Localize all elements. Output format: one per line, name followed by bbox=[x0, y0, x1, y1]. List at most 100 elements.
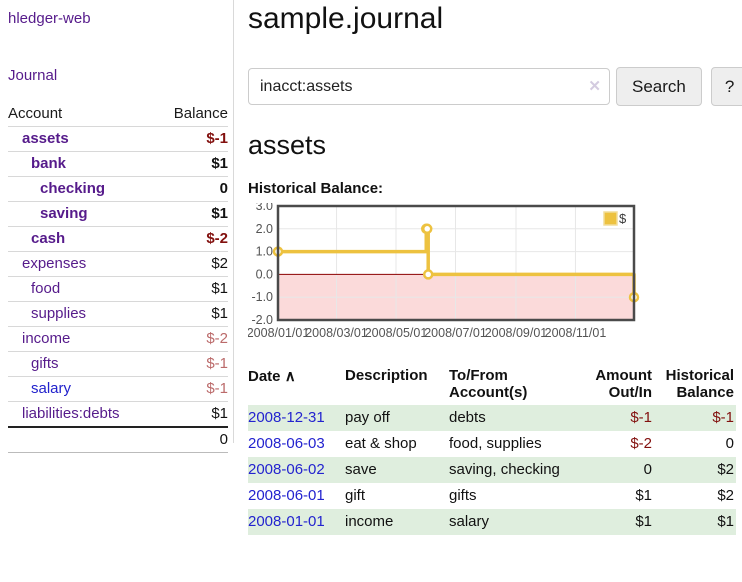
account-link[interactable]: expenses bbox=[22, 255, 87, 272]
account-balance: $1 bbox=[156, 301, 228, 327]
account-balance: $-2 bbox=[156, 226, 228, 252]
transaction-date: 2008-06-03 bbox=[248, 431, 345, 457]
account-link[interactable]: gifts bbox=[31, 355, 59, 372]
transaction-accounts: food, supplies bbox=[449, 435, 542, 452]
account-link[interactable]: salary bbox=[31, 380, 72, 397]
accounts-total-value: 0 bbox=[156, 426, 228, 453]
sidebar: hledger-web Journal Account Balance asse… bbox=[0, 0, 234, 453]
transaction-description: save bbox=[345, 457, 449, 483]
transaction-date-link[interactable]: 2008-06-02 bbox=[248, 461, 325, 478]
account-link[interactable]: bank bbox=[31, 155, 67, 172]
account-balance: $2 bbox=[156, 251, 228, 277]
account-row: supplies $1 bbox=[8, 301, 228, 327]
account-balance: $1 bbox=[156, 276, 228, 302]
transaction-row[interactable]: 2008-01-01 income salary $1 $1 bbox=[248, 509, 736, 535]
account-row: income $-2 bbox=[8, 326, 228, 352]
account-balance: $1 bbox=[156, 151, 228, 177]
svg-text:2008/05/01: 2008/05/01 bbox=[365, 326, 428, 340]
transaction-row[interactable]: 2008-06-03 eat & shop food, supplies $-2 0 bbox=[248, 431, 736, 457]
transaction-accounts: saving, checking bbox=[449, 457, 576, 483]
transaction-amount: $-2 bbox=[630, 435, 652, 452]
account-link[interactable]: food bbox=[31, 280, 61, 297]
transaction-balance: $2 bbox=[654, 457, 736, 483]
transaction-accounts: debts bbox=[449, 405, 576, 431]
svg-text:1.0: 1.0 bbox=[256, 245, 273, 259]
account-link[interactable]: assets bbox=[22, 130, 69, 147]
search-button[interactable]: Search bbox=[616, 67, 702, 106]
transaction-balance: 0 bbox=[725, 435, 734, 452]
account-balance: $1 bbox=[156, 401, 228, 428]
account-link[interactable]: supplies bbox=[31, 305, 87, 322]
search-form: ✕ Search ? bbox=[248, 67, 742, 106]
register-table: Date ∧ Description To/From Account(s) Am… bbox=[248, 365, 736, 535]
sidebar-item-journal[interactable]: Journal bbox=[8, 67, 58, 84]
transaction-date: 2008-06-02 bbox=[248, 457, 345, 483]
account-balance: $-1 bbox=[156, 376, 228, 402]
transaction-row[interactable]: 2008-12-31 pay off debts $-1 $-1 bbox=[248, 405, 736, 431]
sidebar-divider bbox=[233, 0, 234, 443]
account-balance: $1 bbox=[156, 201, 228, 227]
account-link[interactable]: liabilities:debts bbox=[22, 405, 120, 422]
svg-text:-2.0: -2.0 bbox=[251, 313, 273, 327]
account-heading: assets bbox=[248, 130, 327, 160]
register-header-accounts: To/From Account(s) bbox=[449, 367, 528, 401]
transaction-date: 2008-01-01 bbox=[248, 509, 345, 535]
account-balance: 0 bbox=[156, 176, 228, 202]
account-row: salary $-1 bbox=[8, 376, 228, 402]
account-balance: $-1 bbox=[156, 126, 228, 152]
clear-search-icon[interactable]: ✕ bbox=[588, 78, 601, 95]
historical-balance-chart[interactable]: $3.0 2.0 1.0 0.0 -1.0 -2.0 2008/01/01 2008/03/0… bbox=[248, 203, 738, 353]
transaction-description: income bbox=[345, 509, 449, 535]
register-header-date[interactable]: Date ∧ bbox=[248, 368, 296, 385]
transaction-date: 2008-06-01 bbox=[248, 483, 345, 509]
account-row: expenses $2 bbox=[8, 251, 228, 277]
chart-title: Historical Balance: bbox=[248, 180, 384, 197]
account-balance: $-2 bbox=[156, 326, 228, 352]
app-title-link[interactable]: hledger-web bbox=[8, 10, 91, 27]
svg-text:2008/07/01: 2008/07/01 bbox=[424, 326, 487, 340]
account-row: liabilities:debts $1 bbox=[8, 401, 228, 428]
account-row: gifts $-1 bbox=[8, 351, 228, 377]
svg-text:2008/03/01: 2008/03/01 bbox=[305, 326, 368, 340]
svg-text:$: $ bbox=[619, 211, 627, 226]
account-row: food $1 bbox=[8, 276, 228, 302]
account-link[interactable]: checking bbox=[40, 180, 106, 197]
transaction-row[interactable]: 2008-06-02 save saving, checking 0 $2 bbox=[248, 457, 736, 483]
chart-canvas: $3.0 2.0 1.0 0.0 -1.0 -2.02008/01/012008/03/0… bbox=[248, 203, 640, 340]
transaction-date-link[interactable]: 2008-06-01 bbox=[248, 487, 325, 504]
account-link[interactable]: income bbox=[22, 330, 71, 347]
transaction-accounts: salary bbox=[449, 509, 576, 535]
transaction-date-link[interactable]: 2008-06-03 bbox=[248, 435, 325, 452]
svg-text:-1.0: -1.0 bbox=[251, 290, 273, 304]
account-row: cash $-2 bbox=[8, 226, 228, 252]
help-button[interactable]: ? bbox=[710, 67, 742, 106]
svg-text:2008/01/01: 2008/01/01 bbox=[248, 326, 309, 340]
transaction-description: eat & shop bbox=[345, 435, 417, 452]
transaction-row[interactable]: 2008-06-01 gift gifts $1 $2 bbox=[248, 483, 736, 509]
register-header-description: Description bbox=[345, 367, 428, 384]
search-input[interactable] bbox=[248, 68, 610, 105]
transaction-description: gift bbox=[345, 487, 366, 504]
transaction-description: pay off bbox=[345, 405, 449, 431]
account-row: bank $1 bbox=[8, 151, 228, 177]
transaction-date-link[interactable]: 2008-01-01 bbox=[248, 513, 325, 530]
transaction-date-link[interactable]: 2008-12-31 bbox=[248, 409, 325, 426]
transaction-amount: $-1 bbox=[576, 405, 654, 431]
account-link[interactable]: cash bbox=[31, 230, 66, 247]
accounts-header-account: Account bbox=[8, 102, 157, 127]
account-row: checking 0 bbox=[8, 176, 228, 202]
register-header-balance: Historical Balance bbox=[665, 367, 734, 401]
page-title: sample.journal bbox=[248, 2, 444, 35]
account-link[interactable]: saving bbox=[40, 205, 88, 222]
svg-text:3.0: 3.0 bbox=[256, 203, 273, 213]
main-content: sample.journal ✕ Search ? assets Histori… bbox=[248, 0, 742, 535]
account-balance: $-1 bbox=[156, 351, 228, 377]
svg-text:2008/11/01: 2008/11/01 bbox=[545, 326, 607, 340]
accounts-header-balance: Balance bbox=[156, 102, 228, 127]
accounts-table: Account Balance assets $-1 bank $1 checking 0… bbox=[8, 102, 228, 453]
transaction-accounts: gifts bbox=[449, 487, 477, 504]
register-rows: 2008-12-31 pay off debts $-1 $-1 2008-06-03 ea… bbox=[248, 405, 736, 535]
account-row: saving $1 bbox=[8, 201, 228, 227]
register-header-amount: Amount Out/In bbox=[595, 367, 652, 401]
transaction-balance: $-1 bbox=[654, 405, 736, 431]
